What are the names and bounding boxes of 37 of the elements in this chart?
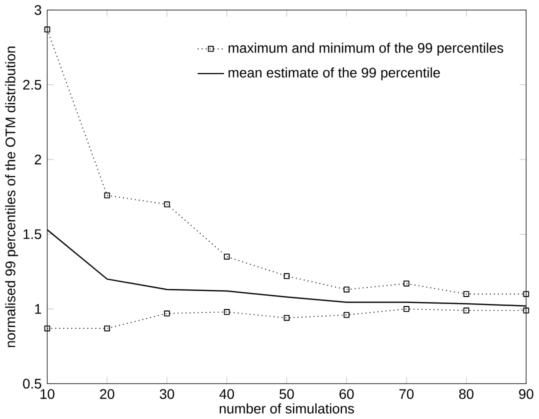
x-tick-label: 20 bbox=[100, 389, 114, 400]
x-tick-label: 70 bbox=[399, 389, 414, 400]
point bbox=[104, 192, 110, 198]
x-tick-label: 80 bbox=[459, 389, 474, 400]
x-tick-label: 40 bbox=[219, 389, 234, 400]
point bbox=[463, 291, 470, 298]
x-axis-title: number of simulations bbox=[220, 404, 354, 414]
point bbox=[104, 326, 110, 332]
legend-label: mean estimate of the 99 percentile bbox=[228, 68, 440, 80]
point bbox=[284, 315, 290, 321]
y-tick-label: 1.5 bbox=[24, 230, 42, 240]
x-tick-label: 60 bbox=[340, 389, 354, 400]
x-tick-label: 90 bbox=[519, 389, 534, 400]
point bbox=[164, 310, 170, 317]
point bbox=[344, 312, 350, 318]
point bbox=[403, 306, 410, 312]
point bbox=[44, 326, 50, 332]
point bbox=[523, 291, 530, 298]
legend-label: maximum and minimum of the 99 percentiles bbox=[228, 42, 504, 56]
y-tick-label: 1 bbox=[35, 304, 42, 314]
y-tick-label: 3 bbox=[34, 5, 42, 16]
x-tick-label: 30 bbox=[160, 389, 174, 400]
point bbox=[164, 202, 170, 208]
point bbox=[463, 308, 470, 314]
point bbox=[344, 286, 350, 293]
x-tick-label: 10 bbox=[40, 389, 54, 400]
point bbox=[284, 273, 290, 280]
point bbox=[224, 254, 230, 260]
y-axis-title: normalised 99 percentiles of the OTM distribution bbox=[5, 46, 18, 348]
y-tick-label: 0.5 bbox=[23, 378, 42, 389]
point bbox=[44, 26, 50, 33]
x-tick-label: 50 bbox=[280, 389, 294, 400]
point bbox=[224, 309, 230, 316]
y-tick-label: 2 bbox=[34, 154, 42, 164]
y-tick-label: 2.5 bbox=[23, 80, 42, 90]
point bbox=[523, 308, 530, 314]
point bbox=[403, 280, 410, 287]
